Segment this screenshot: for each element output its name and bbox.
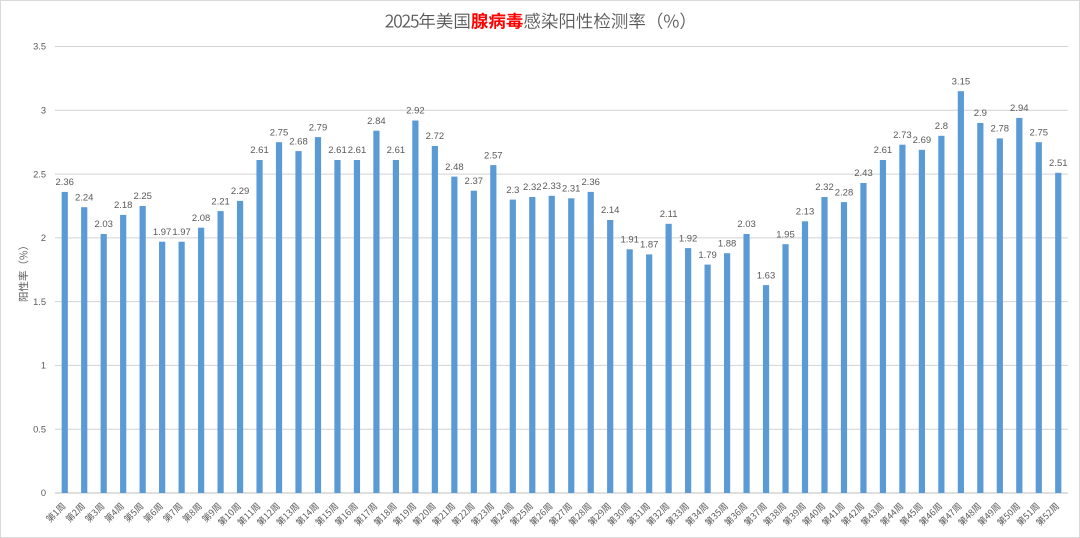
svg-text:2.21: 2.21	[211, 196, 230, 207]
svg-text:2.3: 2.3	[506, 185, 519, 196]
svg-text:1.95: 1.95	[776, 229, 795, 240]
svg-text:1.92: 1.92	[679, 233, 698, 244]
svg-text:3.15: 3.15	[952, 76, 971, 87]
svg-text:0.5: 0.5	[33, 424, 46, 434]
svg-text:2.25: 2.25	[133, 191, 152, 202]
svg-text:1.79: 1.79	[698, 250, 717, 261]
svg-text:2.69: 2.69	[913, 135, 932, 146]
svg-text:2.84: 2.84	[367, 116, 386, 127]
svg-text:2: 2	[41, 233, 46, 243]
svg-text:2.79: 2.79	[309, 122, 328, 133]
svg-text:2.03: 2.03	[737, 219, 756, 230]
svg-text:1: 1	[41, 361, 46, 371]
svg-text:1.5: 1.5	[33, 297, 46, 307]
svg-text:1.97: 1.97	[153, 227, 172, 238]
svg-text:3.5: 3.5	[33, 42, 46, 52]
svg-text:2.33: 2.33	[543, 181, 562, 192]
svg-text:1.97: 1.97	[172, 227, 191, 238]
svg-text:1.88: 1.88	[718, 238, 737, 249]
svg-text:2.14: 2.14	[601, 205, 620, 216]
svg-text:2.61: 2.61	[387, 145, 406, 156]
svg-text:1.63: 1.63	[757, 270, 776, 281]
svg-text:2.28: 2.28	[835, 187, 854, 198]
svg-text:2.24: 2.24	[75, 192, 94, 203]
svg-text:2.92: 2.92	[406, 106, 425, 117]
svg-text:2.32: 2.32	[523, 182, 542, 193]
svg-text:2.11: 2.11	[660, 209, 678, 220]
svg-text:2.5: 2.5	[33, 169, 46, 179]
svg-text:2.32: 2.32	[815, 182, 834, 193]
svg-text:2.68: 2.68	[289, 136, 308, 147]
svg-text:2.61: 2.61	[348, 145, 367, 156]
svg-text:2.9: 2.9	[974, 108, 987, 119]
svg-text:3: 3	[41, 106, 46, 116]
svg-text:2.37: 2.37	[465, 176, 484, 187]
svg-text:2.48: 2.48	[445, 162, 464, 173]
svg-text:2.03: 2.03	[94, 219, 113, 230]
svg-text:2.36: 2.36	[55, 177, 74, 188]
svg-text:2.08: 2.08	[192, 213, 211, 224]
svg-text:2.61: 2.61	[328, 145, 347, 156]
svg-text:1.91: 1.91	[620, 235, 639, 246]
svg-text:2.31: 2.31	[562, 184, 581, 195]
svg-text:2.36: 2.36	[581, 177, 600, 188]
svg-text:2.18: 2.18	[114, 200, 133, 211]
svg-text:2.75: 2.75	[270, 127, 289, 138]
svg-text:2.57: 2.57	[484, 150, 503, 161]
svg-text:2.29: 2.29	[231, 186, 250, 197]
svg-text:1.87: 1.87	[640, 240, 659, 251]
svg-text:2.73: 2.73	[893, 130, 912, 141]
svg-text:2.51: 2.51	[1049, 158, 1068, 169]
svg-text:2.72: 2.72	[426, 131, 445, 142]
svg-text:2.61: 2.61	[874, 145, 893, 156]
svg-text:2.75: 2.75	[1030, 127, 1049, 138]
svg-text:2.78: 2.78	[991, 124, 1010, 135]
svg-text:2.61: 2.61	[250, 145, 269, 156]
svg-text:2.94: 2.94	[1010, 103, 1029, 114]
svg-text:2.43: 2.43	[854, 168, 873, 179]
svg-text:2.8: 2.8	[935, 121, 948, 132]
svg-text:0: 0	[41, 488, 46, 498]
svg-text:2.13: 2.13	[796, 207, 815, 218]
